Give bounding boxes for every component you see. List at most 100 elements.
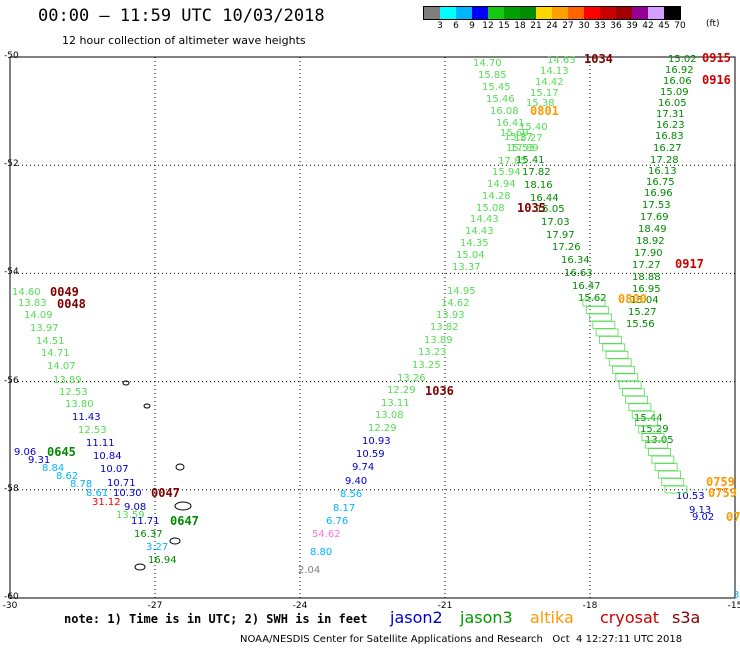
map-frame	[9, 56, 736, 599]
wave-height-value: 14.62	[441, 298, 470, 309]
wave-height-value: 14.94	[487, 179, 516, 190]
wave-height-value: 13.83	[18, 298, 47, 309]
wave-height-value: 13.08	[375, 410, 404, 421]
map-grid	[9, 56, 736, 599]
island-outline	[143, 403, 151, 409]
wave-height-value: 13.82	[430, 322, 459, 333]
dense-track-mark	[631, 410, 655, 419]
dense-track-mark	[654, 463, 678, 471]
wave-height-value: 13.93	[436, 310, 465, 321]
wave-height-value: 18.49	[638, 224, 667, 235]
wave-height-value: 8.78	[70, 479, 92, 490]
wave-height-value: 14.95	[447, 286, 476, 297]
wave-height-value: 16.44	[530, 193, 559, 204]
wave-height-value: 15.62	[578, 293, 607, 304]
dense-track-mark	[595, 328, 619, 337]
color-legend-unit: (ft)	[706, 19, 720, 29]
color-swatch	[648, 7, 664, 19]
wave-height-value: 15.45	[482, 82, 511, 93]
wave-height-value: 11.71	[131, 516, 160, 527]
color-legend-label: 18	[514, 21, 526, 31]
island-outline	[175, 463, 185, 471]
color-legend-labels: 3 6 9 12 15 18 21 24 27 30 33 36 39 42 45 70	[423, 20, 686, 32]
color-swatch	[424, 7, 440, 19]
wave-height-value: 13.97	[30, 323, 59, 334]
wave-height-value: 15.04	[630, 295, 659, 306]
wave-height-value: 13.37	[452, 262, 481, 273]
wave-height-value: 11.43	[72, 412, 101, 423]
wave-height-value: 9.06	[14, 447, 36, 458]
wave-height-value: 9.31	[28, 455, 50, 466]
wave-height-value: 11.11	[86, 438, 115, 449]
wave-height-value: 17.53	[642, 200, 671, 211]
wave-height-value: 10.53	[676, 491, 705, 502]
dense-track-mark	[635, 418, 658, 427]
wave-height-value: 16.37	[134, 529, 163, 540]
wave-height-value: 18.92	[636, 236, 665, 247]
color-legend-label: 45	[658, 21, 670, 31]
pass-time-label: 0047	[151, 486, 180, 500]
dense-track-mark	[661, 478, 685, 486]
dense-track-mark	[641, 433, 665, 442]
wave-height-value: 12.29	[387, 385, 416, 396]
color-legend-label: 24	[546, 21, 558, 31]
color-legend-label: 33	[594, 21, 606, 31]
page-subtitle: 12 hour collection of altimeter wave hei…	[62, 34, 306, 47]
wave-height-value: 15.40	[519, 122, 548, 133]
color-swatch	[664, 7, 680, 19]
wave-height-value: 16.92	[665, 65, 694, 76]
color-swatch	[632, 7, 648, 19]
wave-height-value: 10.93	[362, 436, 391, 447]
wave-height-value: 14.07	[47, 361, 76, 372]
color-legend-label: 70	[674, 21, 686, 31]
wave-height-value: 15.27	[514, 133, 543, 144]
wave-height-value: 10.30	[113, 488, 142, 499]
color-legend-label: 27	[562, 21, 574, 31]
wave-height-value: 13.89	[53, 375, 82, 386]
wave-height-value: 16.47	[572, 281, 601, 292]
wave-height-value: 54.62	[312, 529, 341, 540]
satellite-legend-jason3: jason3	[460, 608, 513, 627]
pass-time-label: 1036	[425, 384, 454, 398]
wave-height-value: 15.53	[506, 143, 535, 154]
longitude-label: -24	[292, 601, 308, 611]
dense-track-mark	[644, 440, 668, 449]
wave-height-value: 15.09	[660, 87, 689, 98]
island-outline	[174, 501, 192, 511]
wave-height-value: 16.96	[644, 188, 673, 199]
color-legend-label: 36	[610, 21, 622, 31]
color-swatch	[504, 7, 520, 19]
wave-height-value: 9.08	[124, 502, 146, 513]
wave-height-value: 15.05	[536, 204, 565, 215]
wave-height-value: 14.43	[470, 214, 499, 225]
dense-track-mark	[618, 380, 642, 389]
pass-time-label: 0759	[706, 475, 735, 489]
wave-height-value: 16.23	[656, 120, 685, 131]
wave-height-value: 17.90	[634, 248, 663, 259]
wave-height-value: 17.82	[522, 167, 551, 178]
wave-height-value: 8.80	[310, 547, 332, 558]
color-swatch	[600, 7, 616, 19]
wave-height-value: 17.03	[541, 217, 570, 228]
wave-height-value: 16.41	[496, 118, 525, 129]
color-swatch	[440, 7, 456, 19]
color-swatch	[488, 7, 504, 19]
color-swatch	[568, 7, 584, 19]
wave-height-value: 15.94	[492, 167, 521, 178]
wave-height-value: 16.83	[655, 131, 684, 142]
dense-track-mark	[651, 455, 675, 464]
wave-height-value: 17.97	[546, 230, 575, 241]
pass-time-label: 0916	[702, 73, 731, 87]
pass-time-label: 0759	[708, 486, 737, 500]
wave-height-value: 14.71	[41, 348, 70, 359]
wave-height-value: 9.02	[692, 512, 714, 523]
color-legend-label: 30	[578, 21, 590, 31]
wave-height-value: 15.38	[526, 98, 555, 109]
wave-height-value: 9.40	[345, 476, 367, 487]
dense-track-mark	[605, 350, 629, 359]
dense-track-mark	[621, 388, 645, 397]
wave-height-value: 12.53	[59, 387, 88, 398]
latitude-label: -58	[4, 483, 19, 494]
dense-track-mark	[615, 373, 639, 382]
